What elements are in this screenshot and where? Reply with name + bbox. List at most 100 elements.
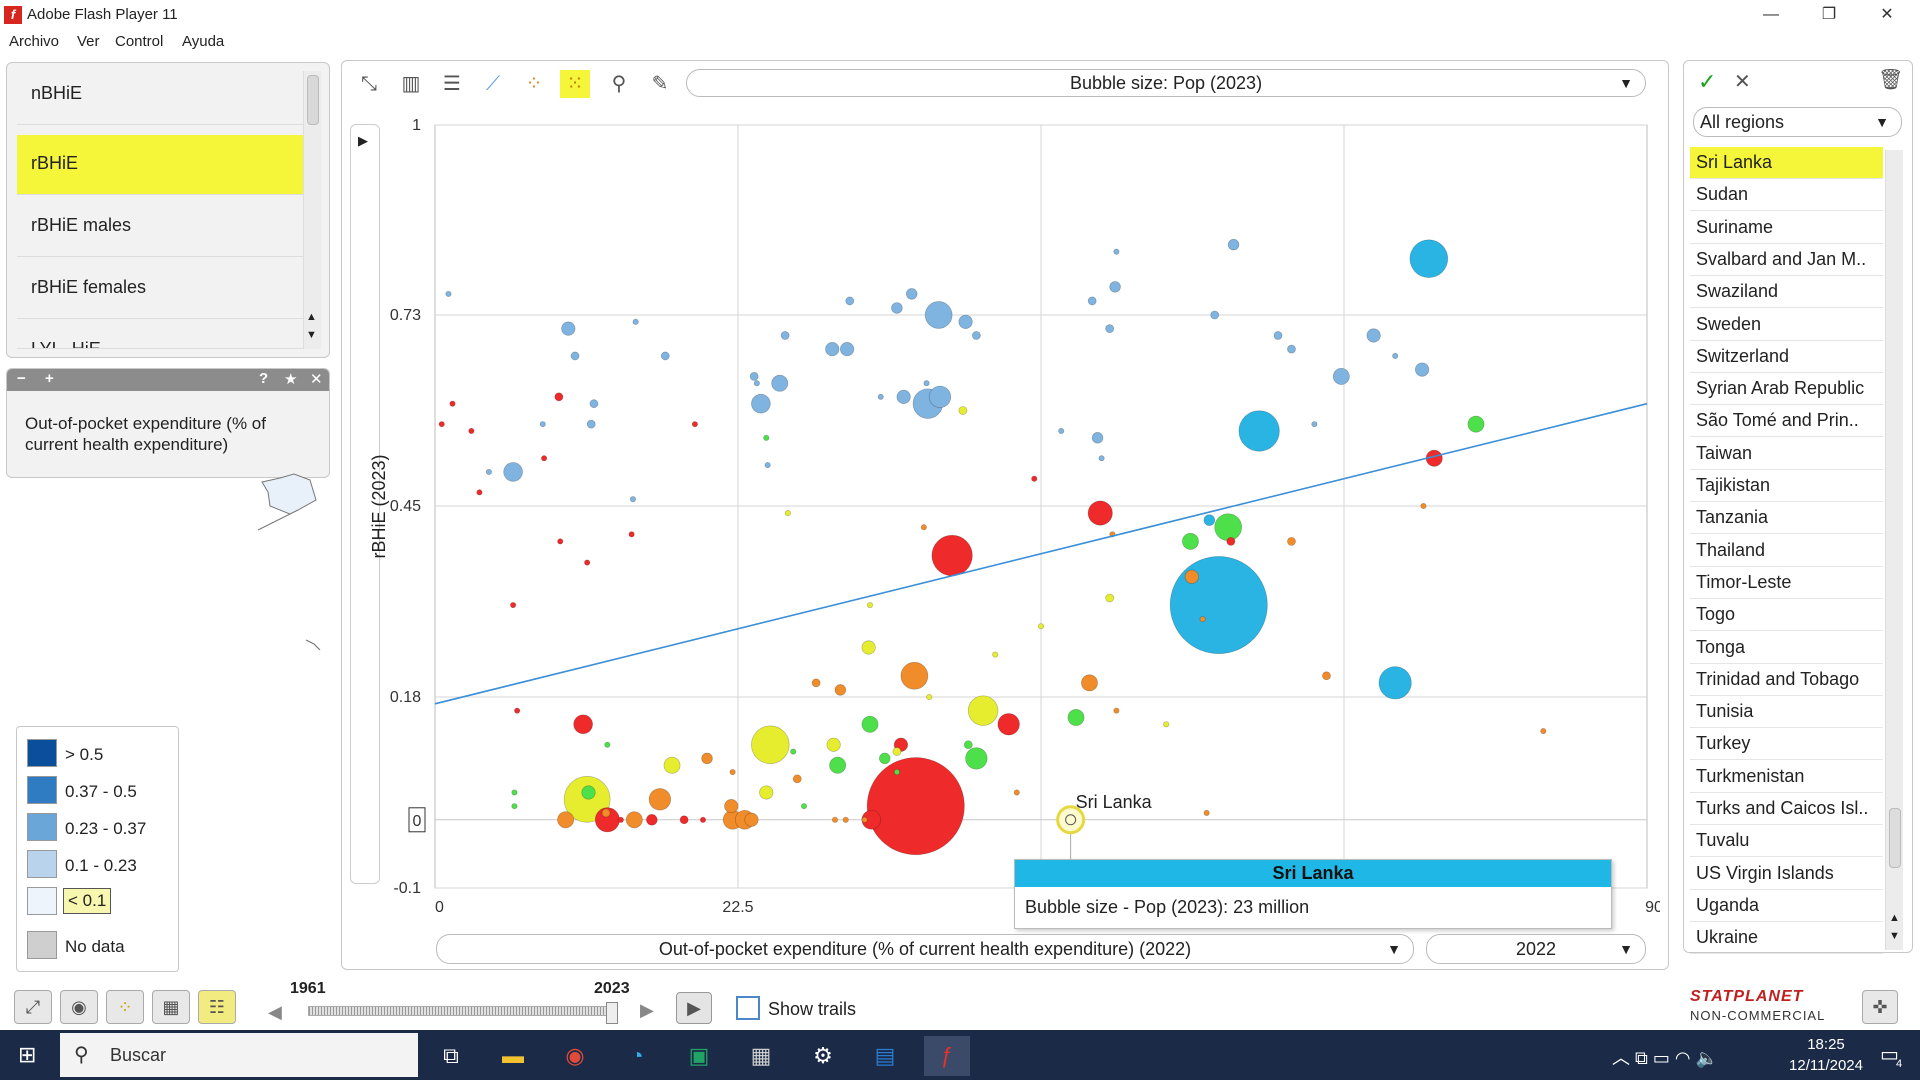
region-item[interactable]: Timor-Leste	[1690, 567, 1883, 599]
table-view-icon[interactable]: ▦	[152, 990, 190, 1024]
data-bubble	[877, 393, 884, 400]
maximize-button[interactable]: ❐	[1821, 6, 1837, 23]
zoom-icon[interactable]: ⚲	[611, 73, 627, 95]
show-trails-checkbox[interactable]	[736, 996, 760, 1020]
close-button[interactable]: ✕	[1880, 6, 1894, 23]
region-item[interactable]: Sudan	[1690, 179, 1883, 212]
region-scroll-thumb[interactable]	[1889, 808, 1901, 868]
timeline-slider-thumb[interactable]	[606, 1002, 618, 1024]
expand-window-icon[interactable]: ✜	[1862, 990, 1898, 1024]
timeline-slider[interactable]	[308, 1006, 614, 1016]
data-bubble	[617, 816, 624, 823]
tray-icons[interactable]: ︿ ⧉ ▭ ◠ 🔈	[1612, 1048, 1718, 1068]
play-timeline-button[interactable]: ▶	[676, 992, 712, 1024]
menu-ver[interactable]: Ver	[77, 33, 100, 50]
excel-icon[interactable]: ▣	[688, 1043, 710, 1068]
favorite-star-icon[interactable]: ★	[284, 371, 298, 388]
region-item[interactable]: Suriname	[1690, 212, 1883, 244]
region-item[interactable]: Switzerland	[1690, 341, 1883, 373]
step-forward-icon[interactable]: ▶	[640, 1000, 654, 1020]
settings-wrench-icon[interactable]: ✎	[651, 73, 669, 95]
expand-icon[interactable]: +	[45, 370, 54, 387]
indicator-item-rbhie[interactable]: rBHiE	[17, 135, 307, 195]
region-item[interactable]: Tanzania	[1690, 502, 1883, 535]
menu-ayuda[interactable]: Ayuda	[182, 33, 225, 50]
region-item[interactable]: Uganda	[1690, 890, 1883, 922]
scroll-up-icon[interactable]: ▲	[1889, 912, 1900, 924]
region-item[interactable]: US Virgin Islands	[1690, 858, 1883, 890]
data-bubble	[1037, 623, 1045, 630]
data-bubble	[825, 342, 840, 357]
chrome-icon[interactable]: ◉	[565, 1043, 585, 1068]
scroll-down-icon[interactable]: ▼	[306, 329, 317, 341]
region-scrollbar[interactable]: ▲ ▼	[1885, 150, 1903, 950]
scroll-up-icon[interactable]: ▲	[306, 311, 317, 323]
indicator-item-rbhie-males[interactable]: rBHiE males	[17, 197, 307, 257]
region-item[interactable]: Tunisia	[1690, 696, 1883, 729]
bar-chart-icon[interactable]: ▥	[401, 73, 421, 95]
settings-gear-icon[interactable]: ⚙	[813, 1043, 833, 1068]
indicator-item-rbhie-females[interactable]: rBHiE females	[17, 259, 307, 319]
horizontal-bar-icon[interactable]: ☰	[443, 73, 461, 95]
region-item[interactable]: Turkmenistan	[1690, 761, 1883, 793]
region-item[interactable]: Sweden	[1690, 309, 1883, 341]
region-item[interactable]: Syrian Arab Republic	[1690, 373, 1883, 406]
menu-control[interactable]: Control	[115, 33, 164, 50]
minimize-button[interactable]: —	[1763, 6, 1779, 23]
region-item[interactable]: Taiwan	[1690, 438, 1883, 470]
edge-icon[interactable]: ◔	[630, 1043, 644, 1068]
region-item[interactable]: Trinidad and Tobago	[1690, 664, 1883, 696]
flash-player-taskbar-icon[interactable]: ƒ	[924, 1036, 970, 1076]
menu-archivo[interactable]: Archivo	[9, 33, 60, 50]
clear-icon[interactable]: ✕	[1734, 71, 1751, 93]
file-explorer-icon[interactable]: ▬	[502, 1043, 524, 1068]
region-item[interactable]: Turks and Caicos Isl..	[1690, 793, 1883, 825]
region-item[interactable]: Ukraine	[1690, 922, 1883, 955]
line-chart-icon[interactable]: ⟋	[486, 73, 500, 95]
scatter-icon[interactable]: ⁘	[525, 73, 543, 95]
indicator-scroll-thumb[interactable]	[307, 75, 319, 125]
task-view-icon[interactable]: ⧉	[443, 1043, 459, 1068]
region-item[interactable]: Sri Lanka	[1690, 147, 1883, 179]
taskbar-search[interactable]: ⚲ Buscar	[60, 1033, 418, 1077]
trash-icon[interactable]: 🗑	[1878, 69, 1904, 91]
x-axis-dropdown[interactable]: Out-of-pocket expenditure (% of current …	[436, 934, 1414, 964]
data-bubble	[744, 812, 759, 827]
step-back-icon[interactable]: ◀	[268, 1002, 282, 1022]
region-item[interactable]: Tajikistan	[1690, 470, 1883, 502]
region-item[interactable]: Svalbard and Jan M..	[1690, 244, 1883, 276]
region-item[interactable]: Tonga	[1690, 632, 1883, 664]
help-icon[interactable]: ?	[259, 370, 269, 387]
notifications-icon[interactable]: ▭	[1880, 1044, 1899, 1066]
region-item[interactable]: Swaziland	[1690, 276, 1883, 309]
indicator-scrollbar[interactable]: ▲ ▼	[303, 71, 321, 349]
windows-start-icon[interactable]: ⊞	[18, 1042, 37, 1067]
region-item[interactable]: Thailand	[1690, 535, 1883, 567]
fullscreen-icon[interactable]: ⤡	[361, 73, 377, 95]
data-bubble	[971, 331, 981, 340]
notes-view-icon[interactable]: ☷	[198, 990, 236, 1024]
bubble-view-icon[interactable]: ⁘	[106, 990, 144, 1024]
close-description-icon[interactable]: ✕	[310, 371, 323, 388]
indicator-item-lyl-hie[interactable]: LYL_HiE	[17, 321, 307, 349]
region-item[interactable]: Togo	[1690, 599, 1883, 632]
fullscreen-toggle-icon[interactable]: ⤢	[14, 990, 52, 1024]
region-item[interactable]: Tuvalu	[1690, 825, 1883, 858]
bubble-chart-icon[interactable]: ⁙	[560, 70, 590, 98]
data-bubble	[924, 301, 953, 329]
word-icon[interactable]: ▤	[874, 1043, 896, 1068]
clock-date[interactable]: 12/11/2024	[1789, 1057, 1863, 1074]
region-item[interactable]: São Tomé and Prin..	[1690, 405, 1883, 438]
play-icon[interactable]: ▶	[358, 133, 368, 148]
year-dropdown[interactable]: 2022 ▼	[1426, 934, 1646, 964]
collapse-icon[interactable]: −	[17, 370, 26, 387]
check-icon[interactable]: ✓	[1698, 69, 1717, 94]
indicator-item-nbhie[interactable]: nBHiE	[17, 65, 307, 125]
scroll-down-icon[interactable]: ▼	[1889, 930, 1900, 942]
region-item[interactable]: Turkey	[1690, 728, 1883, 761]
calculator-icon[interactable]: ▦	[750, 1043, 772, 1068]
bubble-size-dropdown[interactable]: Bubble size: Pop (2023) ▼	[686, 69, 1646, 97]
region-dropdown[interactable]: All regions ▼	[1693, 107, 1902, 137]
clock-time[interactable]: 18:25	[1807, 1036, 1845, 1053]
view-eye-icon[interactable]: ◉	[60, 990, 98, 1024]
